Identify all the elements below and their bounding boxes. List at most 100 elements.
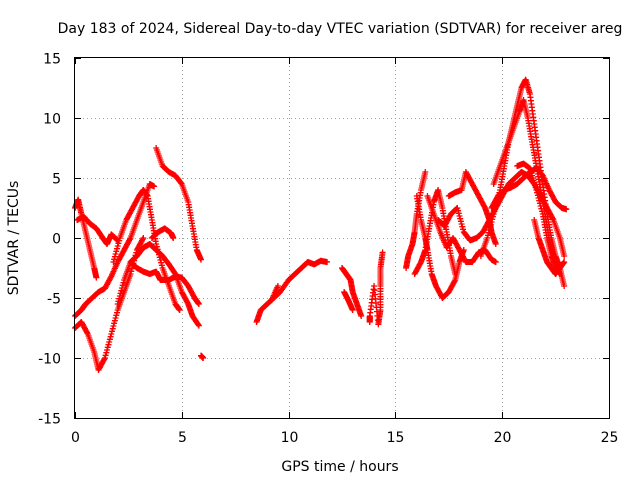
data-point bbox=[106, 339, 113, 345]
data-point bbox=[158, 259, 165, 266]
data-point bbox=[561, 259, 568, 265]
y-tick-label: -10 bbox=[38, 352, 61, 368]
series-track-14 bbox=[341, 289, 356, 313]
data-point bbox=[176, 307, 183, 313]
data-point bbox=[139, 236, 146, 243]
data-point bbox=[457, 218, 464, 225]
series-track-10 bbox=[198, 352, 207, 361]
data-point bbox=[487, 221, 494, 228]
x-tick-label: 25 bbox=[601, 430, 619, 446]
data-point bbox=[487, 224, 494, 231]
data-point bbox=[491, 208, 498, 215]
data-point bbox=[104, 344, 111, 351]
data-point bbox=[492, 259, 499, 265]
x-tick-label: 20 bbox=[494, 430, 512, 446]
data-point bbox=[111, 253, 118, 260]
data-point bbox=[115, 240, 122, 247]
data-point bbox=[93, 274, 100, 281]
data-point bbox=[109, 325, 116, 332]
data-point bbox=[195, 301, 202, 307]
data-point bbox=[549, 215, 556, 222]
series-track-11 bbox=[253, 257, 331, 325]
data-point bbox=[84, 329, 91, 336]
data-point bbox=[458, 221, 465, 227]
series-track-8 bbox=[153, 145, 205, 263]
data-point bbox=[535, 195, 542, 201]
y-tick-label: 5 bbox=[52, 172, 61, 188]
series-track-6 bbox=[114, 241, 202, 329]
data-point bbox=[117, 290, 124, 297]
data-point bbox=[455, 210, 462, 217]
data-point bbox=[114, 245, 121, 252]
data-point bbox=[533, 187, 540, 193]
data-point bbox=[119, 282, 126, 289]
plot-frame bbox=[74, 57, 610, 419]
series-track-26 bbox=[531, 217, 568, 277]
series-track-13 bbox=[339, 265, 365, 319]
data-point bbox=[457, 215, 464, 222]
data-point bbox=[140, 235, 147, 241]
data-point bbox=[481, 203, 488, 210]
data-point bbox=[455, 207, 462, 214]
data-point bbox=[106, 336, 113, 343]
y-tick-label: -5 bbox=[47, 292, 61, 308]
series-track-18 bbox=[411, 187, 459, 277]
data-point bbox=[200, 355, 207, 361]
data-point bbox=[111, 317, 118, 324]
y-tick-label: -15 bbox=[38, 412, 61, 428]
data-point bbox=[108, 331, 115, 337]
data-point bbox=[102, 352, 109, 359]
x-tick-label: 5 bbox=[178, 430, 187, 446]
y-axis-label: SDTVAR / TECUs bbox=[6, 181, 22, 296]
data-point bbox=[563, 206, 570, 213]
x-axis-label: GPS time / hours bbox=[281, 459, 398, 475]
data-point bbox=[484, 235, 491, 241]
data-point bbox=[113, 248, 120, 255]
chart-title: Day 183 of 2024, Sidereal Day-to-day VTE… bbox=[58, 21, 623, 37]
data-point bbox=[536, 197, 543, 204]
data-points bbox=[72, 76, 570, 373]
data-point bbox=[195, 321, 202, 328]
data-point bbox=[114, 309, 121, 316]
data-point bbox=[422, 169, 429, 175]
series-track-4 bbox=[74, 213, 121, 247]
data-point bbox=[486, 227, 493, 233]
data-point bbox=[459, 223, 466, 230]
data-point bbox=[105, 341, 112, 348]
data-point bbox=[324, 259, 331, 265]
y-tick-label: 15 bbox=[43, 52, 61, 68]
series-track-5 bbox=[110, 187, 183, 313]
data-point bbox=[112, 251, 119, 257]
data-point bbox=[101, 355, 108, 361]
data-point bbox=[128, 268, 135, 275]
data-point bbox=[107, 333, 114, 340]
data-point bbox=[489, 213, 496, 220]
data-point bbox=[118, 287, 125, 294]
series-track-3 bbox=[72, 181, 158, 319]
series-track-15 bbox=[366, 249, 386, 328]
data-point bbox=[114, 243, 121, 249]
data-point bbox=[111, 320, 118, 327]
data-point bbox=[128, 265, 135, 272]
data-point bbox=[120, 279, 127, 286]
data-point bbox=[454, 205, 461, 211]
data-point bbox=[452, 271, 459, 277]
data-point bbox=[170, 235, 177, 241]
data-point bbox=[111, 256, 118, 263]
series-track-9 bbox=[148, 225, 177, 241]
data-point bbox=[274, 283, 281, 289]
data-point bbox=[488, 219, 495, 225]
x-tick-label: 10 bbox=[281, 430, 299, 446]
data-point bbox=[116, 293, 123, 299]
data-point bbox=[460, 226, 467, 233]
data-point bbox=[112, 315, 119, 321]
y-tick-label: 0 bbox=[52, 232, 61, 248]
data-point bbox=[114, 301, 121, 307]
x-axis: 0 5 10 15 20 25 bbox=[71, 58, 618, 446]
data-point bbox=[109, 328, 116, 335]
data-point bbox=[151, 183, 158, 190]
data-point bbox=[104, 347, 111, 353]
data-point bbox=[379, 249, 386, 256]
data-point bbox=[118, 285, 125, 291]
data-point bbox=[184, 299, 191, 306]
